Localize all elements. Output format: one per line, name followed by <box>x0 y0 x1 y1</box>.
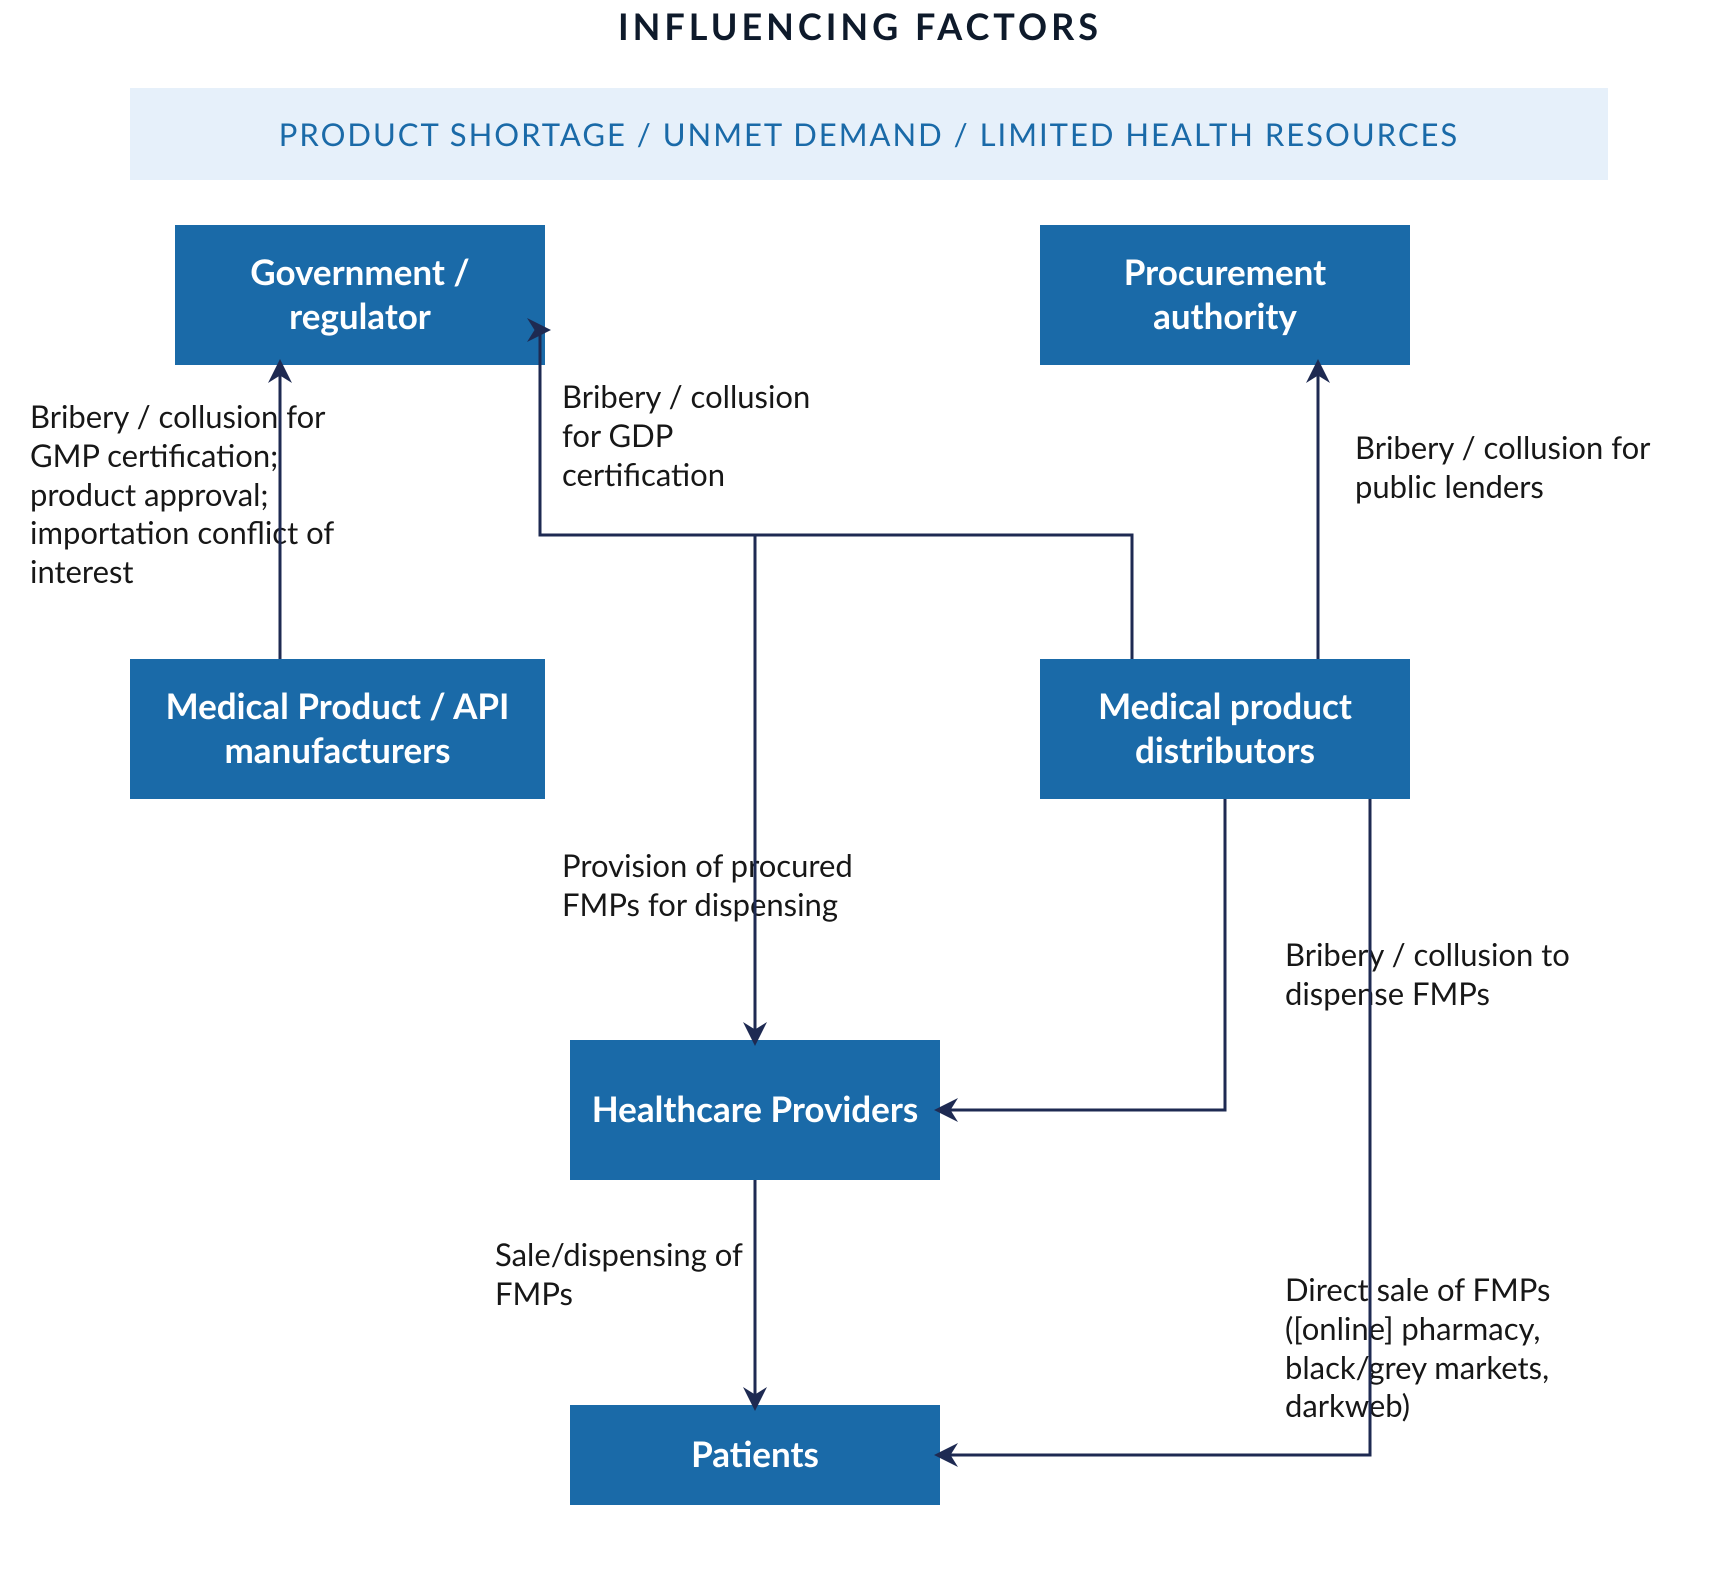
node-distributors: Medical product distributors <box>1040 659 1410 799</box>
label-gdp: Bribery / collusion for GDP certificatio… <box>562 377 822 493</box>
label-provision: Provision of procured FMPs for dispensin… <box>562 846 922 924</box>
diagram-canvas: INFLUENCING FACTORS PRODUCT SHORTAGE / U… <box>0 0 1723 1585</box>
node-providers: Healthcare Providers <box>570 1040 940 1180</box>
edge-dist-to-prov <box>940 799 1225 1110</box>
diagram-title: INFLUENCING FACTORS <box>510 4 1210 48</box>
node-patients: Patients <box>570 1405 940 1505</box>
node-government: Government / regulator <box>175 225 545 365</box>
label-gmp: Bribery / collusion for GMP certificatio… <box>30 397 365 591</box>
edge-proc-to-prov <box>755 535 1040 1040</box>
node-procurement: Procurement authority <box>1040 225 1410 365</box>
label-lenders: Bribery / collusion for public lenders <box>1355 428 1675 506</box>
label-direct: Direct sale of FMPs ([online] pharmacy, … <box>1285 1270 1645 1425</box>
node-manufacturers: Medical Product / API manufacturers <box>130 659 545 799</box>
label-sale: Sale/dispensing of FMPs <box>495 1235 795 1313</box>
context-banner: PRODUCT SHORTAGE / UNMET DEMAND / LIMITE… <box>130 88 1608 180</box>
label-dispense: Bribery / collusion to dispense FMPs <box>1285 935 1625 1013</box>
